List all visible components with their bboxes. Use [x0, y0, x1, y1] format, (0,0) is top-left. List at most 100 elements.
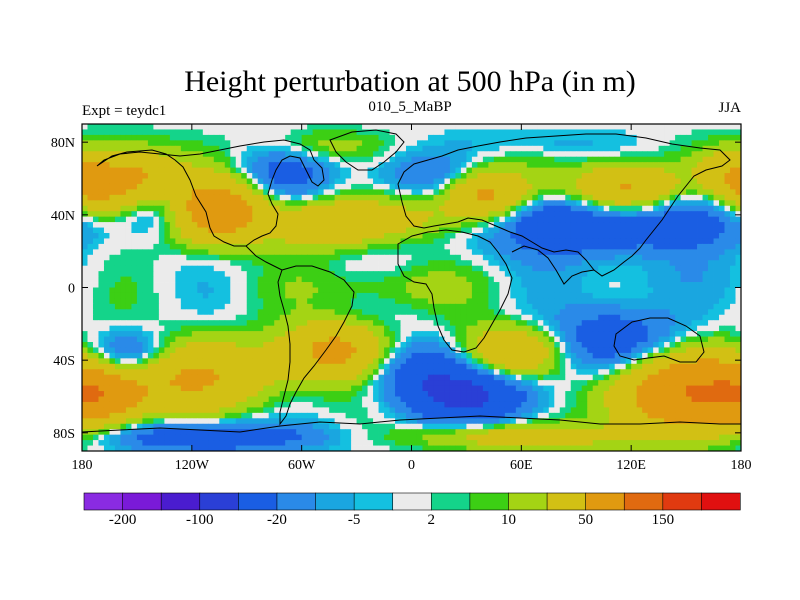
heatmap-cell [570, 238, 577, 245]
heatmap-cell [136, 320, 143, 327]
heatmap-cell [526, 320, 533, 327]
heatmap-cell [87, 151, 94, 158]
heatmap-cell [367, 325, 374, 332]
heatmap-cell [400, 145, 407, 152]
heatmap-cell [675, 238, 681, 245]
heatmap-cell [257, 151, 264, 158]
heatmap-cell [109, 211, 116, 218]
heatmap-cell [493, 320, 500, 327]
heatmap-cell [416, 183, 423, 190]
heatmap-cell [411, 140, 418, 147]
heatmap-cell [252, 282, 259, 288]
heatmap-cell [301, 194, 308, 201]
heatmap-cell [466, 249, 473, 256]
heatmap-cell [257, 331, 264, 337]
heatmap-cell [164, 189, 171, 196]
heatmap-cell [686, 222, 692, 228]
heatmap-cell [675, 331, 681, 337]
heatmap-cell [356, 271, 363, 277]
heatmap-cell [158, 189, 165, 196]
heatmap-cell [680, 162, 687, 168]
heatmap-cell [559, 265, 566, 272]
heatmap-cell [449, 260, 456, 267]
heatmap-cell [537, 227, 544, 234]
heatmap-cell [521, 320, 528, 327]
heatmap-cell [598, 265, 605, 272]
heatmap-cell [180, 129, 187, 136]
heatmap-cell [367, 336, 374, 343]
heatmap-cell [614, 298, 621, 305]
heatmap-cell [274, 233, 281, 239]
heatmap-cell [438, 145, 445, 152]
heatmap-cell [675, 298, 681, 305]
heatmap-cell [515, 336, 522, 343]
heatmap-cell [98, 243, 105, 250]
heatmap-cell [537, 254, 544, 261]
heatmap-cell [471, 124, 478, 130]
heatmap-cell [351, 173, 357, 179]
heatmap-cell [603, 173, 610, 179]
heatmap-cell [565, 243, 572, 250]
heatmap-cell [274, 314, 281, 321]
heatmap-cell [208, 238, 215, 245]
heatmap-cell [136, 331, 143, 337]
heatmap-cell [142, 298, 149, 305]
heatmap-cell [493, 134, 500, 141]
heatmap-cell [477, 200, 484, 207]
heatmap-cell [356, 309, 363, 316]
heatmap-cell [158, 292, 165, 299]
heatmap-cell [510, 320, 517, 327]
heatmap-cell [125, 173, 132, 179]
heatmap-cell [384, 238, 390, 245]
heatmap-cell [411, 265, 418, 272]
heatmap-cell [142, 260, 149, 267]
heatmap-cell [318, 216, 325, 223]
heatmap-cell [691, 282, 698, 288]
heatmap-cell [438, 162, 445, 168]
heatmap-cell [735, 276, 741, 283]
heatmap-cell [406, 162, 412, 168]
heatmap-cell [301, 151, 308, 158]
heatmap-cell [499, 314, 506, 321]
heatmap-cell [114, 227, 121, 234]
heatmap-cell [142, 309, 149, 316]
heatmap-cell [504, 178, 511, 185]
heatmap-cell [631, 227, 638, 234]
heatmap-cell [565, 189, 572, 196]
heatmap-cell [169, 151, 176, 158]
heatmap-cell [257, 140, 264, 147]
heatmap-cell [82, 173, 88, 179]
heatmap-cell [334, 276, 341, 283]
heatmap-cell [477, 156, 484, 163]
heatmap-cell [427, 287, 434, 294]
heatmap-cell [301, 167, 308, 174]
heatmap-cell [499, 173, 506, 179]
heatmap-cell [411, 216, 418, 223]
heatmap-cell [669, 162, 676, 168]
heatmap-cell [219, 205, 226, 212]
heatmap-cell [636, 129, 643, 136]
heatmap-cell [455, 145, 462, 152]
heatmap-cell [438, 287, 445, 294]
heatmap-cell [438, 189, 445, 196]
heatmap-cell [658, 156, 665, 163]
heatmap-cell [329, 276, 336, 283]
heatmap-cell [708, 124, 714, 130]
heatmap-cell [395, 194, 401, 201]
heatmap-cell [482, 276, 489, 283]
heatmap-cell [438, 243, 445, 250]
heatmap-cell [664, 292, 671, 299]
heatmap-cell [598, 178, 605, 185]
heatmap-cell [389, 140, 396, 147]
heatmap-cell [268, 129, 275, 136]
heatmap-cell [526, 260, 533, 267]
heatmap-cell [713, 222, 720, 228]
heatmap-cell [186, 243, 193, 250]
heatmap-cell [213, 183, 220, 190]
heatmap-cell [592, 151, 599, 158]
heatmap-cell [493, 260, 500, 267]
heatmap-cell [499, 331, 506, 337]
heatmap-cell [691, 183, 698, 190]
heatmap-cell [669, 205, 676, 212]
heatmap-cell [296, 216, 303, 223]
